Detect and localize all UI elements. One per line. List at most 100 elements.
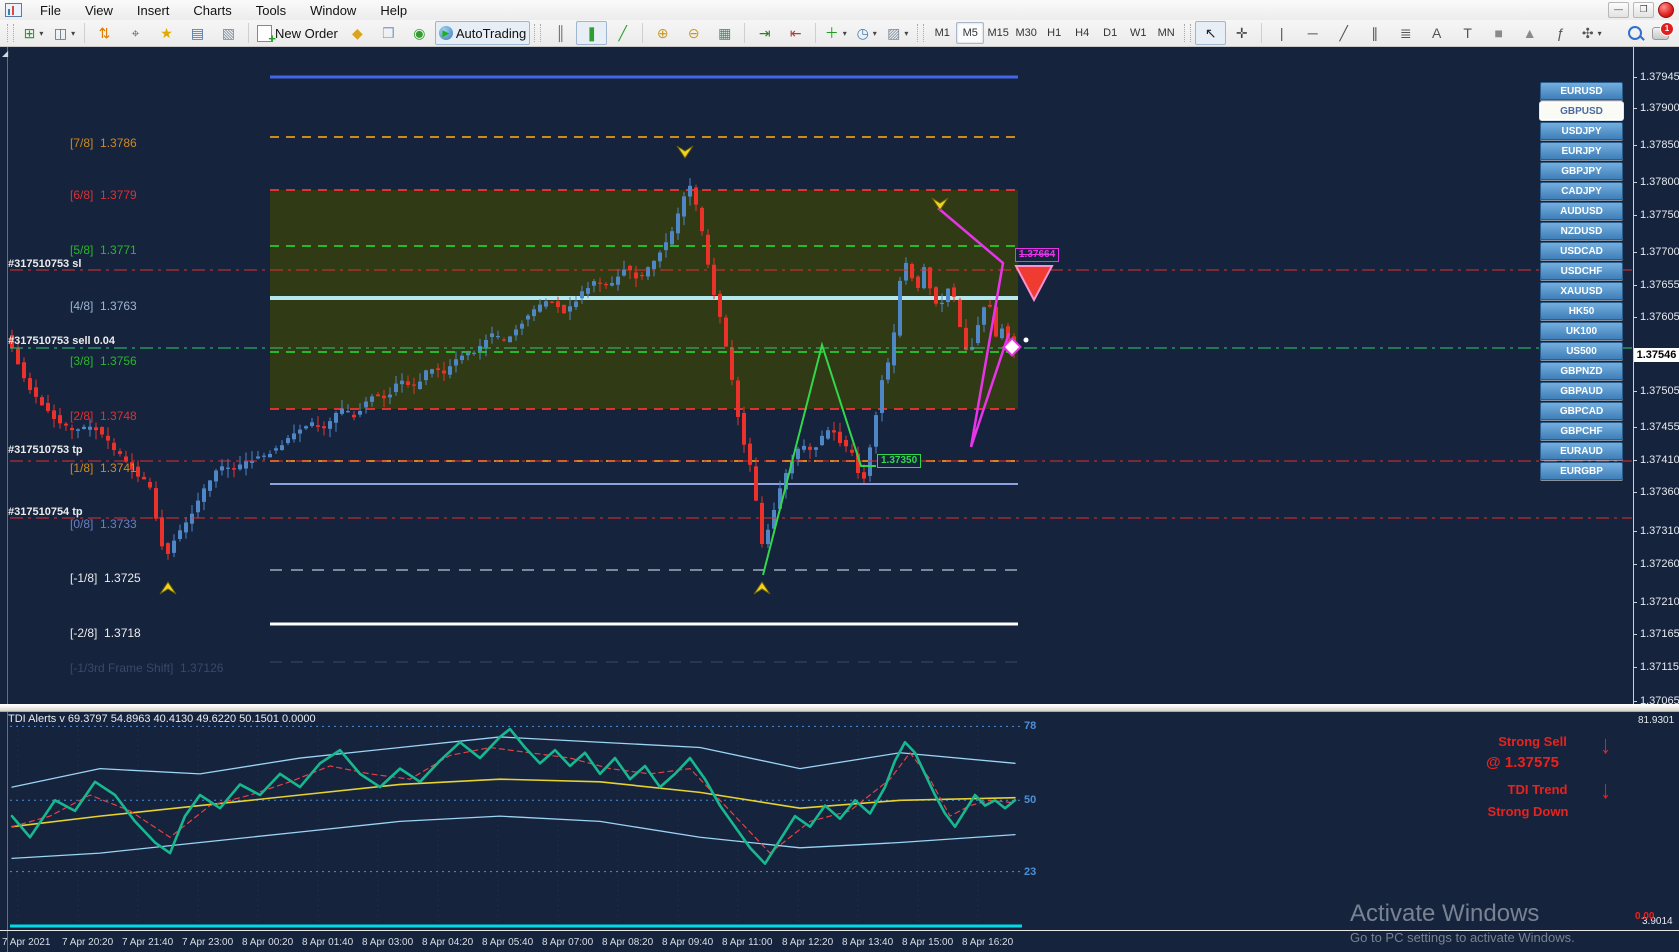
templates-button[interactable]: ▨ ▾ bbox=[882, 21, 913, 45]
symbol-button-usdjpy[interactable]: USDJPY bbox=[1540, 122, 1623, 140]
metaeditor-icon[interactable]: ◆ bbox=[342, 21, 373, 45]
periods-button[interactable]: ◷ ▾ bbox=[851, 21, 882, 45]
crosshair-button[interactable]: ✛ bbox=[1226, 21, 1257, 45]
dropdown-caret-icon: ▾ bbox=[842, 28, 847, 38]
toolbar-grip bbox=[917, 24, 925, 42]
menu-item-view[interactable]: View bbox=[84, 2, 113, 18]
price-tick: 1.37210 bbox=[1633, 596, 1679, 608]
alerts-icon[interactable]: ◉ bbox=[404, 21, 435, 45]
symbol-button-euraud[interactable]: EURAUD bbox=[1540, 442, 1623, 460]
symbol-button-gbpusd[interactable]: GBPUSD bbox=[1540, 102, 1623, 120]
timeframe-h4[interactable]: H4 bbox=[1075, 27, 1090, 39]
zoom-out-button[interactable]: ⊖ bbox=[678, 21, 709, 45]
profiles-button[interactable]: ◫ ▾ bbox=[49, 21, 80, 45]
line-chart-button[interactable]: ╱ bbox=[607, 21, 638, 45]
auto-scroll-button[interactable]: ⇥ bbox=[749, 21, 780, 45]
market-watch-button[interactable]: ⇅ bbox=[89, 21, 120, 45]
signal-tdi-trend: TDI Trend bbox=[1507, 782, 1568, 797]
text-label-button[interactable]: T bbox=[1452, 21, 1483, 45]
fibonacci-fan-button[interactable]: ƒ bbox=[1545, 21, 1576, 45]
triangle-button[interactable]: ▲ bbox=[1514, 21, 1545, 45]
timeframe-m30[interactable]: M30 bbox=[1015, 27, 1037, 39]
symbol-button-eurusd[interactable]: EURUSD bbox=[1540, 82, 1623, 100]
timeframe-mn[interactable]: MN bbox=[1157, 27, 1175, 39]
chart-shift-button[interactable]: ⇤ bbox=[780, 21, 811, 45]
timeframe-m1[interactable]: M1 bbox=[934, 27, 950, 39]
symbol-button-gbpchf[interactable]: GBPCHF bbox=[1540, 422, 1623, 440]
menu-item-help[interactable]: Help bbox=[380, 2, 408, 18]
symbol-button-cadjpy[interactable]: CADJPY bbox=[1540, 182, 1623, 200]
terminal-button[interactable]: ▤ bbox=[182, 21, 213, 45]
murrey-level-label: [7/8] 1.3786 bbox=[70, 136, 137, 150]
zoom-in-button[interactable]: ⊕ bbox=[647, 21, 678, 45]
window-menu-icon[interactable]: ◢ bbox=[2, 49, 9, 58]
notifications-icon[interactable]: 1 bbox=[1652, 21, 1674, 40]
tile-windows-button[interactable]: ▦ bbox=[709, 21, 740, 45]
text-button[interactable]: A bbox=[1421, 21, 1452, 45]
arrows-button[interactable]: ✣ ▾ bbox=[1576, 21, 1607, 45]
order-line-label[interactable]: #317510753 sell 0.04 bbox=[8, 335, 116, 347]
symbol-button-us500[interactable]: US500 bbox=[1540, 342, 1623, 360]
pattern-price-label[interactable]: 1.37664 bbox=[1015, 248, 1060, 262]
order-line-label[interactable]: #317510753 sl bbox=[8, 258, 82, 270]
time-label: 8 Apr 07:00 bbox=[542, 937, 594, 948]
symbol-button-gbpaud[interactable]: GBPAUD bbox=[1540, 382, 1623, 400]
timeframe-m5[interactable]: M5 bbox=[956, 22, 985, 44]
horizontal-line-button[interactable]: ─ bbox=[1297, 21, 1328, 45]
pane-splitter[interactable] bbox=[0, 704, 1679, 712]
mql-community-icon[interactable]: ❒ bbox=[373, 21, 404, 45]
symbol-button-gbpjpy[interactable]: GBPJPY bbox=[1540, 162, 1623, 180]
ohlc-bars-button[interactable]: ║ bbox=[545, 21, 576, 45]
current-price-box: 1.37546 bbox=[1634, 348, 1679, 362]
symbol-button-usdcad[interactable]: USDCAD bbox=[1540, 242, 1623, 260]
vertical-line-icon: | bbox=[1279, 25, 1284, 41]
symbol-button-audusd[interactable]: AUDUSD bbox=[1540, 202, 1623, 220]
new-order-icon bbox=[257, 24, 276, 46]
menu-item-window[interactable]: Window bbox=[310, 2, 357, 18]
menu-item-charts[interactable]: Charts bbox=[193, 2, 232, 18]
fibonacci-button[interactable]: ≣ bbox=[1390, 21, 1421, 45]
indicators-button[interactable]: ＋ ▾ bbox=[820, 21, 851, 45]
pattern-price-label[interactable]: 1.37350 bbox=[877, 454, 922, 468]
new-chart-button[interactable]: ⊞ ▾ bbox=[18, 21, 49, 45]
strategy-tester-button[interactable]: ▧ bbox=[213, 21, 244, 45]
data-window-button[interactable]: ⌖ bbox=[120, 21, 151, 45]
menu-item-insert[interactable]: Insert bbox=[136, 2, 170, 18]
cursor-button[interactable]: ↖ bbox=[1195, 21, 1227, 45]
search-icon[interactable] bbox=[1628, 26, 1642, 40]
timeframe-w1[interactable]: W1 bbox=[1129, 27, 1147, 39]
timeframe-d1[interactable]: D1 bbox=[1103, 27, 1118, 39]
symbol-button-uk100[interactable]: UK100 bbox=[1540, 322, 1623, 340]
toolbar: ⊞▾◫▾⇅⌖★▤▧New Order◆❒◉▶AutoTrading║❚╱⊕⊖▦⇥… bbox=[0, 20, 1679, 47]
minimize-button[interactable]: — bbox=[1608, 2, 1629, 18]
time-axis[interactable]: 7 Apr 2021 7 Apr 20:20 7 Apr 21:40 7 Apr 23… bbox=[0, 930, 1679, 952]
trendline-button[interactable]: ╱ bbox=[1328, 21, 1359, 45]
new-order-button[interactable]: New Order bbox=[253, 21, 342, 46]
live-update-icon[interactable] bbox=[1658, 2, 1674, 18]
indicators-icon: ＋ bbox=[824, 25, 839, 41]
menu-item-file[interactable]: File bbox=[40, 2, 61, 18]
symbol-button-hk50[interactable]: HK50 bbox=[1540, 302, 1623, 320]
symbol-button-eurgbp[interactable]: EURGBP bbox=[1540, 462, 1623, 480]
symbol-button-usdchf[interactable]: USDCHF bbox=[1540, 262, 1623, 280]
order-line-label[interactable]: #317510754 tp bbox=[8, 506, 83, 518]
price-axis[interactable]: 1.37945 1.37900 1.37850 1.37800 1.37750 1.377… bbox=[1633, 47, 1679, 707]
navigator-button[interactable]: ★ bbox=[151, 21, 182, 45]
symbol-button-xauusd[interactable]: XAUUSD bbox=[1540, 282, 1623, 300]
chart-area[interactable]: ◢ [7/8] 1.3786 [6/8] 1.3779 [5/8] 1.3771 #3… bbox=[0, 47, 1679, 952]
symbol-button-gbpnzd[interactable]: GBPNZD bbox=[1540, 362, 1623, 380]
order-line-label[interactable]: #317510753 tp bbox=[8, 444, 83, 456]
symbol-button-nzdusd[interactable]: NZDUSD bbox=[1540, 222, 1623, 240]
equidistant-channel-button[interactable]: ∥ bbox=[1359, 21, 1390, 45]
restore-button[interactable]: ❐ bbox=[1633, 2, 1654, 18]
rectangle-button[interactable]: ■ bbox=[1483, 21, 1514, 45]
symbol-button-gbpcad[interactable]: GBPCAD bbox=[1540, 402, 1623, 420]
timeframe-h1[interactable]: H1 bbox=[1047, 27, 1062, 39]
chart-canvas[interactable] bbox=[0, 47, 1679, 952]
menu-item-tools[interactable]: Tools bbox=[255, 2, 287, 18]
vertical-line-button[interactable]: | bbox=[1266, 21, 1297, 45]
candlestick-button[interactable]: ❚ bbox=[576, 21, 608, 45]
timeframe-m15[interactable]: M15 bbox=[987, 27, 1009, 39]
symbol-button-eurjpy[interactable]: EURJPY bbox=[1540, 142, 1623, 160]
autotrading-button[interactable]: ▶ AutoTrading bbox=[434, 21, 531, 45]
